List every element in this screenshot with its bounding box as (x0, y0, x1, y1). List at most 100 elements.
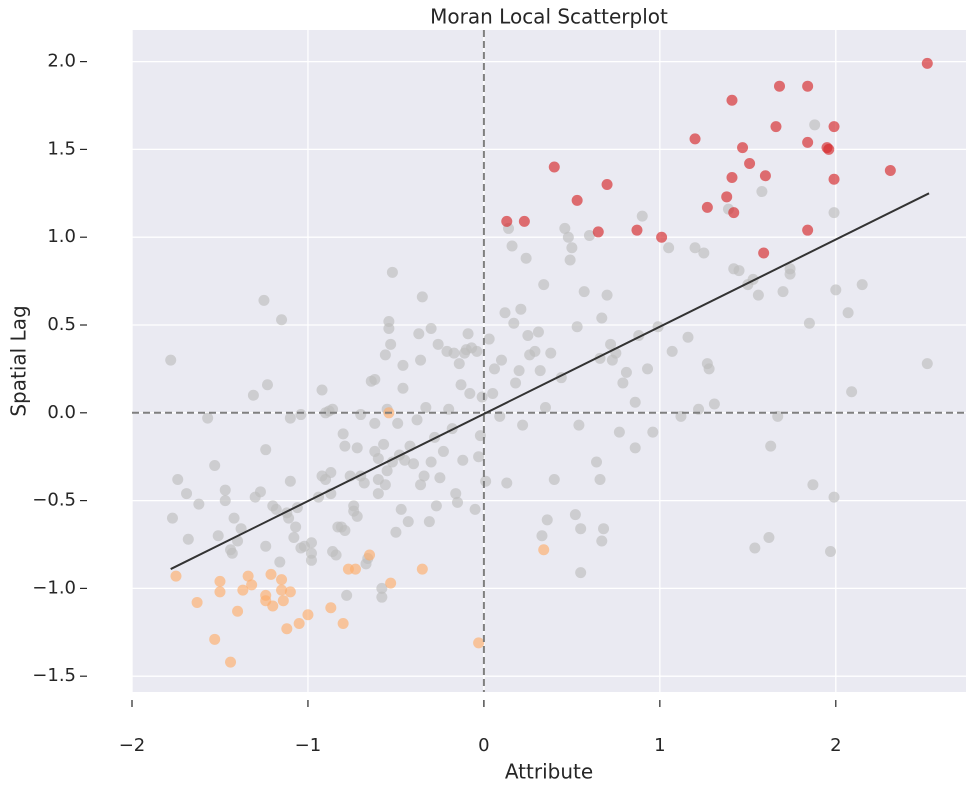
scatter-point (290, 521, 302, 533)
scatter-point (592, 226, 604, 238)
scatter-point (379, 349, 391, 361)
scatter-point (383, 315, 395, 327)
scatter-point (237, 584, 249, 596)
scatter-point (381, 465, 393, 477)
scatter-point (488, 363, 500, 375)
y-tick-label: 0.0 (47, 402, 76, 423)
scatter-point (425, 456, 437, 468)
scatter-point (562, 231, 574, 243)
scatter-point (758, 247, 770, 259)
scatter-point (708, 398, 720, 410)
scatter-point (884, 164, 896, 176)
scatter-point (495, 354, 507, 366)
chart-title: Moran Local Scatterplot (430, 5, 668, 29)
y-axis-label: Spatial Lag (7, 305, 31, 416)
scatter-point (399, 454, 411, 466)
scatter-point (541, 514, 553, 526)
x-tick-label: 0 (478, 735, 489, 756)
scatter-point (809, 119, 821, 131)
scatter-point (828, 121, 840, 133)
scatter-point (453, 358, 465, 370)
scatter-point (267, 600, 279, 612)
scatter-point (339, 524, 351, 536)
scatter-point (578, 286, 590, 298)
x-tick-label: −1 (295, 735, 322, 756)
scatter-point (209, 633, 221, 645)
scatter-point (571, 321, 583, 333)
scatter-point (305, 547, 317, 559)
scatter-point (283, 512, 295, 524)
scatter-point (402, 516, 414, 528)
scatter-point (330, 549, 342, 561)
scatter-point (455, 379, 467, 391)
scatter-point (369, 373, 381, 385)
y-tick-label: 1.5 (47, 138, 76, 159)
scatter-point (302, 609, 314, 621)
scatter-point (856, 279, 868, 291)
scatter-point (392, 417, 404, 429)
scatter-point (583, 229, 595, 241)
scatter-point (749, 542, 761, 554)
scatter-point (532, 326, 544, 338)
scatter-point (452, 496, 464, 508)
plot-area (132, 30, 966, 692)
scatter-point (752, 289, 764, 301)
scatter-point (682, 331, 694, 343)
scatter-point (415, 354, 427, 366)
scatter-point (415, 479, 427, 491)
scatter-point (425, 323, 437, 335)
scatter-point (476, 391, 488, 403)
scatter-point (846, 386, 858, 398)
scatter-point (337, 428, 349, 440)
scatter-point (564, 254, 576, 266)
scatter-point (483, 333, 495, 345)
scatter-point (270, 503, 282, 515)
scatter-point (416, 563, 428, 575)
scatter-point (571, 194, 583, 206)
scatter-point (538, 544, 550, 556)
scatter-point (260, 540, 272, 552)
scatter-point (522, 330, 534, 342)
scatter-point (385, 577, 397, 589)
scatter-point (339, 440, 351, 452)
scatter-point (737, 142, 749, 154)
scatter-point (457, 454, 469, 466)
scatter-point (566, 242, 578, 254)
scatter-point (921, 57, 933, 69)
scatter-point (828, 207, 840, 219)
scatter-point (487, 387, 499, 399)
scatter-point (397, 359, 409, 371)
scatter-point (219, 495, 231, 507)
scatter-point (629, 442, 641, 454)
scatter-point (295, 409, 307, 421)
scatter-point (265, 568, 277, 580)
scatter-point (288, 531, 300, 543)
scatter-point (376, 582, 388, 594)
scatter-point (284, 412, 296, 424)
scatter-point (430, 500, 442, 512)
scatter-point (759, 170, 771, 182)
scatter-point (569, 509, 581, 521)
scatter-point (390, 526, 402, 538)
scatter-point (647, 426, 659, 438)
scatter-point (181, 488, 193, 500)
scatter-point (499, 307, 511, 319)
scatter-point (337, 618, 349, 630)
scatter-point (386, 266, 398, 278)
scatter-point (825, 546, 837, 558)
scatter-point (225, 656, 237, 668)
scatter-point (591, 456, 603, 468)
scatter-point (480, 475, 492, 487)
scatter-point (777, 286, 789, 298)
scatter-point (803, 317, 815, 329)
scatter-point (545, 347, 557, 359)
scatter-point (689, 133, 701, 145)
scatter-point (202, 412, 214, 424)
y-tick-label: −0.5 (32, 490, 76, 511)
x-tick-label: −2 (119, 735, 146, 756)
scatter-point (276, 314, 288, 326)
scatter-point (242, 570, 254, 582)
scatter-point (773, 80, 785, 92)
scatter-point (538, 279, 550, 291)
